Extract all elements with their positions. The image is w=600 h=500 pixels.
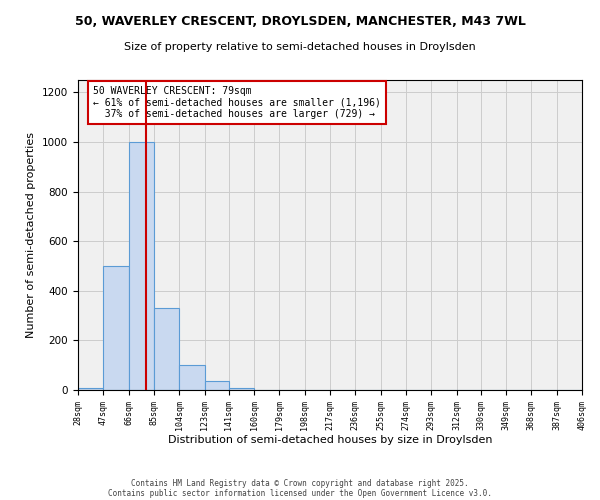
Bar	[154, 308, 179, 390]
Text: Contains HM Land Registry data © Crown copyright and database right 2025.: Contains HM Land Registry data © Crown c…	[131, 478, 469, 488]
Bar	[103, 266, 128, 390]
Bar	[179, 365, 205, 390]
Text: 50, WAVERLEY CRESCENT, DROYLSDEN, MANCHESTER, M43 7WL: 50, WAVERLEY CRESCENT, DROYLSDEN, MANCHE…	[74, 15, 526, 28]
Bar	[128, 142, 154, 390]
Bar	[78, 388, 103, 390]
Bar	[229, 388, 254, 390]
Text: Size of property relative to semi-detached houses in Droylsden: Size of property relative to semi-detach…	[124, 42, 476, 52]
X-axis label: Distribution of semi-detached houses by size in Droylsden: Distribution of semi-detached houses by …	[168, 436, 492, 446]
Text: 50 WAVERLEY CRESCENT: 79sqm
← 61% of semi-detached houses are smaller (1,196)
  : 50 WAVERLEY CRESCENT: 79sqm ← 61% of sem…	[93, 86, 381, 120]
Y-axis label: Number of semi-detached properties: Number of semi-detached properties	[26, 132, 37, 338]
Text: Contains public sector information licensed under the Open Government Licence v3: Contains public sector information licen…	[108, 488, 492, 498]
Bar	[205, 382, 229, 390]
